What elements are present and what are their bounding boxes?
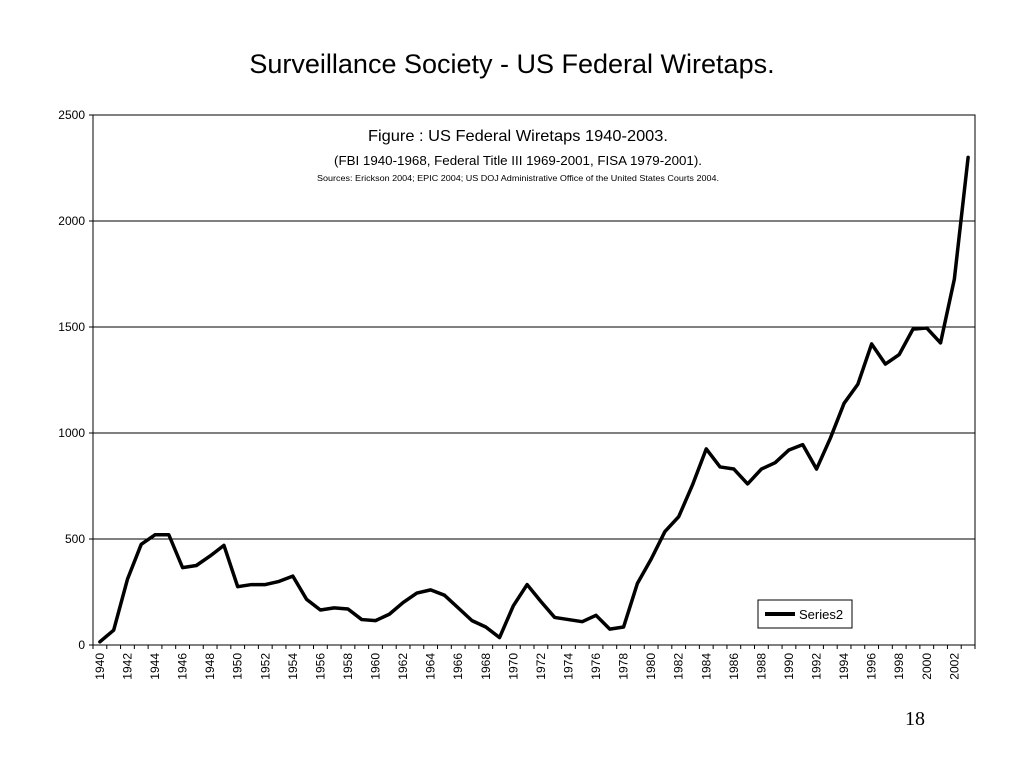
- x-tick-label: 1998: [892, 653, 906, 680]
- x-tick-label: 1964: [424, 653, 438, 680]
- x-axis-ticks: 1940 1942 1944 1946 1948 1950 1952 1954 1956 1958…: [92, 645, 976, 680]
- y-tick-label: 0: [78, 638, 85, 652]
- x-tick-label: 1976: [589, 653, 603, 680]
- x-tick-label: 1950: [231, 653, 245, 680]
- x-tick-label: 1986: [727, 653, 741, 680]
- x-tick-label: 1960: [369, 653, 383, 680]
- x-tick-label: 1990: [782, 653, 796, 680]
- x-tick-label: 1966: [451, 653, 465, 680]
- x-tick-label: 1968: [479, 653, 493, 680]
- gridlines: [93, 220, 975, 540]
- y-tick-label: 2000: [58, 214, 85, 228]
- chart-annotation-title: Figure : US Federal Wiretaps 1940-2003.: [368, 128, 668, 145]
- x-tick-label: 1992: [810, 653, 824, 680]
- x-tick-label: 1952: [258, 653, 272, 680]
- x-tick-label: 1944: [148, 653, 162, 680]
- x-tick-label: 1978: [617, 653, 631, 680]
- series-line: [98, 155, 970, 644]
- page-number: 18: [905, 708, 925, 730]
- x-tick-label: 2002: [947, 653, 961, 680]
- x-tick-label: 1958: [341, 653, 355, 680]
- x-tick-label: 2000: [920, 653, 934, 680]
- x-tick-label: 1956: [313, 653, 327, 680]
- x-tick-label: 1994: [837, 653, 851, 680]
- chart-annotation-subtitle: (FBI 1940-1968, Federal Title III 1969-2…: [334, 153, 702, 168]
- y-axis-ticks: 0 500 1000 1500 2000 2500: [58, 108, 93, 652]
- chart-annotation-sources: Sources: Erickson 2004; EPIC 2004; US DO…: [317, 174, 719, 183]
- x-tick-label: 1970: [506, 653, 520, 680]
- legend-label: Series2: [799, 607, 843, 622]
- x-tick-label: 1982: [672, 653, 686, 680]
- x-tick-label: 1946: [176, 653, 190, 680]
- y-tick-label: 1500: [58, 320, 85, 334]
- y-tick-label: 500: [65, 532, 85, 546]
- x-tick-label: 1996: [865, 653, 879, 680]
- x-tick-label: 1942: [120, 653, 134, 680]
- y-tick-label: 1000: [58, 426, 85, 440]
- x-tick-label: 1954: [286, 653, 300, 680]
- x-tick-label: 1962: [396, 653, 410, 680]
- plot-area-frame: [92, 114, 976, 646]
- legend: Series2: [757, 599, 853, 629]
- x-tick-label: 1988: [754, 653, 768, 680]
- x-tick-label: 1940: [93, 653, 107, 680]
- slide-title: Surveillance Society - US Federal Wireta…: [249, 49, 775, 79]
- x-tick-label: 1948: [203, 653, 217, 680]
- series-layer: [98, 155, 970, 644]
- y-tick-label: 2500: [58, 108, 85, 122]
- x-tick-label: 1984: [699, 653, 713, 680]
- x-tick-label: 1972: [534, 653, 548, 680]
- x-tick-label: 1974: [561, 653, 575, 680]
- x-tick-label: 1980: [644, 653, 658, 680]
